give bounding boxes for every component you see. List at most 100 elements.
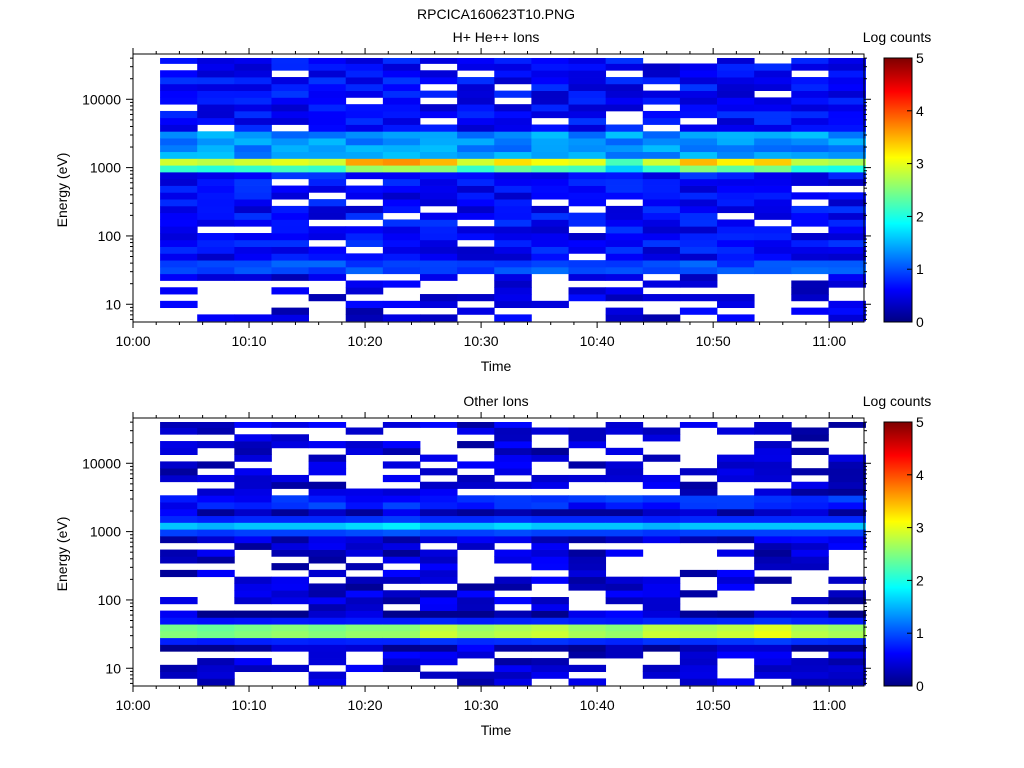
heatmap-cell [308, 441, 347, 449]
heatmap-cell [679, 124, 718, 132]
heatmap-cell [382, 138, 421, 146]
heatmap-cell [754, 138, 792, 146]
colorbar-tick-label: 5 [916, 414, 924, 430]
heatmap-cell [494, 481, 532, 489]
heatmap-cell [642, 205, 681, 214]
heatmap-cell [531, 549, 569, 557]
colorbar-swatch [884, 194, 912, 197]
heatmap-cell [642, 199, 681, 207]
heatmap-cell [605, 307, 644, 315]
heatmap-cell [568, 70, 607, 78]
heatmap-cell [717, 624, 755, 632]
heatmap-cell [160, 287, 198, 295]
heatmap-cell [494, 171, 532, 180]
heatmap-cell [419, 151, 458, 159]
heatmap-cell [679, 110, 718, 119]
heatmap-cell [828, 205, 866, 214]
colorbar-swatch [884, 282, 912, 285]
heatmap-cell [568, 294, 607, 302]
heatmap-cell [531, 597, 569, 605]
heatmap-cell [568, 165, 607, 173]
heatmap-cell [345, 83, 384, 91]
x-tick-label: 10:30 [464, 333, 499, 349]
colorbar-swatch [884, 670, 912, 673]
heatmap-cell [345, 427, 384, 435]
heatmap-cell [642, 529, 681, 537]
heatmap-cell [717, 644, 755, 652]
heatmap-cell [271, 151, 309, 159]
colorbar-swatch [884, 78, 912, 81]
heatmap-cell [717, 502, 755, 510]
colorbar-swatch [884, 312, 912, 315]
heatmap-cell [234, 522, 272, 530]
heatmap-cell [345, 300, 384, 309]
heatmap-cell [828, 495, 866, 503]
heatmap-cell [382, 165, 421, 173]
colorbar-swatch [884, 164, 912, 167]
colorbar-swatch [884, 480, 912, 483]
heatmap-cell [419, 422, 458, 428]
heatmap-cell [234, 151, 272, 159]
heatmap-cell [605, 610, 644, 618]
colorbar-swatch [884, 180, 912, 183]
heatmap-cell [160, 664, 198, 673]
colorbar-swatch [884, 138, 912, 141]
heatmap-cell [160, 422, 198, 428]
heatmap-cell [717, 58, 755, 64]
heatmap-cell [791, 253, 829, 261]
heatmap-cell [717, 90, 755, 98]
colorbar-swatch [884, 568, 912, 571]
heatmap-cell [791, 131, 829, 139]
heatmap-cell [197, 474, 235, 483]
heatmap-cell [605, 637, 644, 645]
heatmap-cell [828, 488, 866, 496]
colorbar-swatch [884, 516, 912, 519]
heatmap-cell [419, 468, 458, 476]
heatmap-cell [494, 144, 532, 153]
heatmap-cell [197, 610, 235, 618]
colorbar-swatch [884, 66, 912, 69]
panel-title: H+ He++ Ions [453, 29, 540, 45]
colorbar: 0 1 2 3 4 5 [883, 414, 924, 694]
colorbar-swatch [884, 306, 912, 309]
heatmap-cell [308, 610, 347, 618]
heatmap-cell [419, 178, 458, 186]
heatmap-cell [160, 77, 198, 85]
colorbar-swatch [884, 504, 912, 507]
heatmap-cell [717, 124, 755, 132]
heatmap-cell [679, 481, 718, 489]
heatmap-cell [531, 77, 569, 85]
heatmap-cell [382, 474, 421, 483]
heatmap-cell [271, 233, 309, 241]
heatmap-cell [234, 192, 272, 200]
heatmap-cell [568, 617, 607, 625]
heatmap-cell [791, 515, 829, 523]
heatmap-cell [345, 664, 384, 673]
heatmap-cell [160, 246, 198, 254]
heatmap-cell [234, 77, 272, 85]
heatmap-cell [457, 233, 495, 241]
heatmap-cell [828, 260, 866, 268]
heatmap-cell [754, 508, 792, 517]
heatmap-cell [717, 104, 755, 112]
colorbar-swatch [884, 106, 912, 109]
heatmap-cell [642, 576, 681, 584]
heatmap-cell [679, 630, 718, 639]
heatmap-cell [160, 495, 198, 503]
heatmap-cell [457, 502, 495, 510]
heatmap-cell [642, 624, 681, 632]
heatmap-cell [382, 199, 421, 207]
heatmap-cell [605, 549, 644, 557]
heatmap-cell [494, 110, 532, 119]
colorbar-swatch [884, 462, 912, 465]
heatmap-cell [382, 488, 421, 496]
heatmap-cell [271, 138, 309, 146]
heatmap-cell [345, 583, 384, 591]
heatmap-cell [419, 502, 458, 510]
heatmap-cell [679, 495, 718, 503]
colorbar-swatch [884, 188, 912, 191]
heatmap-cell [605, 644, 644, 652]
heatmap-cell [828, 461, 866, 469]
colorbar-swatch [884, 532, 912, 535]
heatmap-cell [419, 90, 458, 98]
